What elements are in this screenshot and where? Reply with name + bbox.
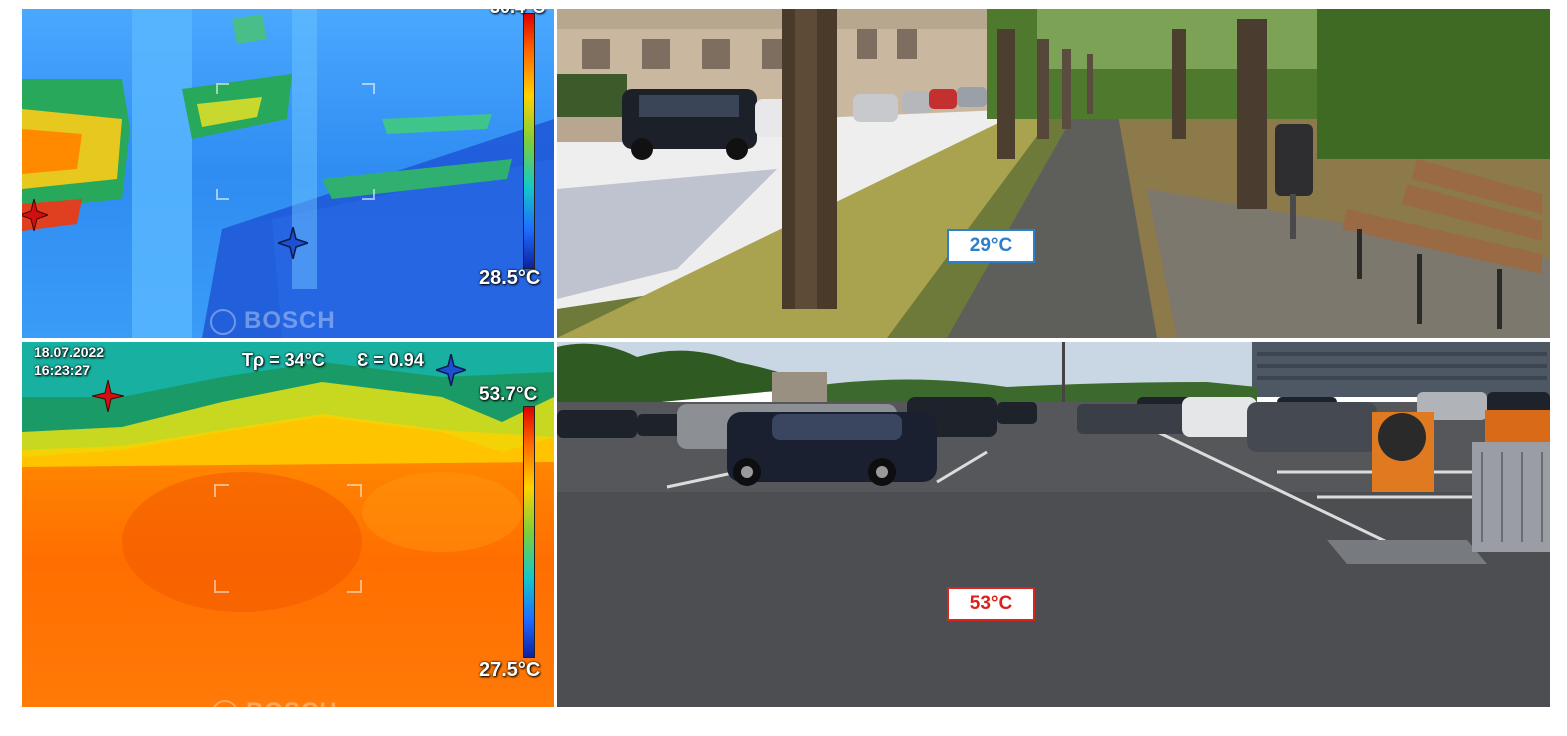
emissivity-value: Ɛ = 0.94	[357, 350, 424, 370]
photo-scene-asphalt-parking	[557, 342, 1550, 707]
shaded-path-temperature-label: 29°C	[947, 229, 1035, 263]
temperature-scale-bar	[523, 13, 535, 269]
thermal-scene-hot	[22, 342, 554, 707]
scale-max-label: 53.7°C	[479, 384, 538, 405]
camera-watermark: BOSCH	[210, 307, 336, 335]
hot-spot-marker-icon	[92, 380, 124, 412]
thermal-scene-cool	[22, 9, 554, 338]
reflected-temperature: Tρ = 34°C	[242, 350, 325, 370]
camera-watermark: BOSCH	[212, 698, 338, 707]
temperature-scale-bar	[523, 406, 535, 658]
bosch-logo-icon	[210, 308, 236, 335]
scale-max-label: 30.4°C	[490, 9, 545, 18]
photo-parking-lot: 53°C	[557, 342, 1550, 707]
capture-time: 16:23:27	[34, 362, 91, 378]
scale-min-label: 28.5°C	[479, 267, 541, 289]
photo-shaded-path: 29°C	[557, 9, 1550, 338]
bosch-logo-icon	[212, 699, 238, 707]
hot-spot-marker-icon	[22, 199, 48, 231]
thermal-image-shaded-path: 30.4°C 28.5°C BOSCH	[22, 9, 554, 338]
photo-scene-tree-lined-walkway	[557, 9, 1550, 338]
parking-lot-temperature-label: 53°C	[947, 587, 1035, 621]
cold-spot-marker-icon	[436, 354, 466, 386]
capture-date: 18.07.2022	[34, 344, 105, 360]
cold-spot-marker-icon	[278, 227, 308, 259]
scale-min-label: 27.5°C	[479, 659, 541, 681]
thermal-image-parking-lot: 18.07.2022 16:23:27 Tρ = 34°C Ɛ = 0.94 5…	[22, 342, 554, 707]
